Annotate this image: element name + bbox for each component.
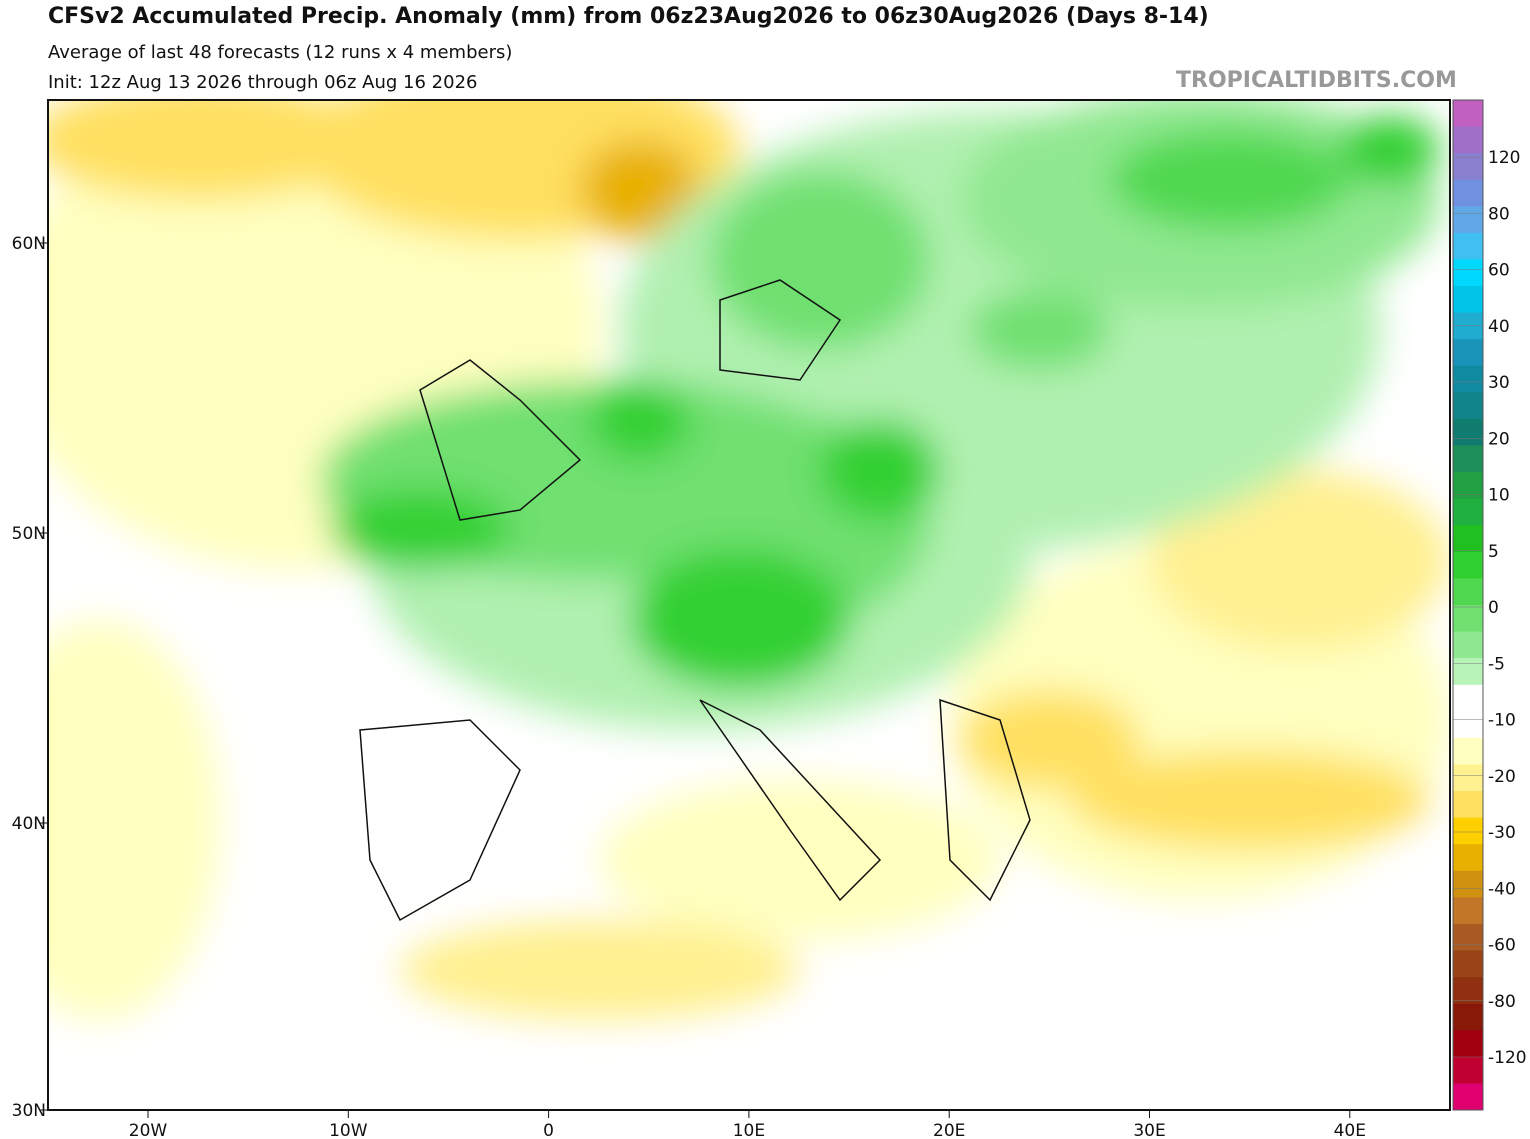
colorbar-segment: [1453, 977, 1483, 1005]
lon-label: 40E: [1334, 1121, 1366, 1139]
colorbar-segment: [1453, 206, 1483, 234]
colorbar-segment: [1453, 179, 1483, 207]
colorbar-segment: [1453, 392, 1483, 420]
title: CFSv2 Accumulated Precip. Anomaly (mm) f…: [48, 4, 1209, 29]
watermark: TROPICALTIDBITS.COM: [1176, 68, 1457, 93]
colorbar-segment: [1453, 551, 1483, 579]
colorbar-segment: [1453, 817, 1483, 845]
colorbar-label: 0: [1488, 598, 1499, 618]
colorbar-segment: [1453, 445, 1483, 473]
colorbar-segment: [1453, 259, 1483, 287]
colorbar-label: -120: [1488, 1048, 1527, 1068]
colorbar-segment: [1453, 578, 1483, 606]
colorbar-segment: [1453, 339, 1483, 367]
colorbar-label: -40: [1488, 879, 1516, 899]
colorbar-segment: [1453, 498, 1483, 526]
lon-label: 10E: [733, 1121, 765, 1139]
lon-label: 20W: [129, 1121, 168, 1139]
colorbar-label: -30: [1488, 823, 1516, 843]
init-line: Init: 12z Aug 13 2026 through 06z Aug 16…: [48, 72, 478, 93]
colorbar-segment: [1453, 418, 1483, 447]
colorbar-segment: [1453, 897, 1483, 925]
lat-label: 60N: [12, 234, 46, 254]
colorbar-label: 10: [1488, 486, 1510, 506]
colorbar-label: -10: [1488, 711, 1516, 731]
colorbar-segment: [1453, 950, 1483, 978]
colorbar-segment: [1453, 923, 1483, 952]
lon-label: 10W: [329, 1121, 368, 1139]
colorbar-segment: [1453, 312, 1483, 340]
colorbar-segment: [1453, 1083, 1483, 1111]
colorbar-label: 60: [1488, 261, 1510, 281]
colorbar-segment: [1453, 711, 1483, 739]
colorbar-segment: [1453, 100, 1483, 128]
colorbar-label: -5: [1488, 654, 1505, 674]
lon-label: 20E: [933, 1121, 965, 1139]
colorbar: 120 80 60 40 30 20 10 5 0 -5 -10 -20 -30 -40 -60 -80 -12…: [1452, 99, 1527, 1111]
colorbar-segment: [1453, 365, 1483, 393]
colorbar-segment: [1453, 232, 1483, 260]
colorbar-segment: [1453, 1030, 1483, 1058]
lat-label: 40N: [12, 814, 46, 834]
colorbar-segment: [1453, 286, 1483, 314]
colorbar-label: -60: [1488, 936, 1516, 956]
colorbar-label: -80: [1488, 992, 1516, 1012]
colorbar-segment: [1453, 791, 1483, 819]
colorbar-segment: [1453, 737, 1483, 765]
anomaly-field: [48, 100, 1450, 1110]
colorbar-segment: [1453, 472, 1483, 500]
colorbar-segment: [1453, 1056, 1483, 1084]
subtitle: Average of last 48 forecasts (12 runs x …: [48, 42, 513, 63]
lon-label: 30E: [1133, 1121, 1165, 1139]
colorbar-segment: [1453, 525, 1483, 553]
colorbar-label: 40: [1488, 317, 1510, 337]
colorbar-label: 5: [1488, 542, 1499, 562]
colorbar-segment: [1453, 870, 1483, 898]
lat-label: 30N: [12, 1101, 46, 1121]
colorbar-segment: [1453, 1003, 1483, 1031]
colorbar-frame: [1452, 99, 1484, 1111]
colorbar-label: 80: [1488, 204, 1510, 224]
colorbar-segment: [1453, 605, 1483, 633]
colorbar-label: 30: [1488, 373, 1510, 393]
colorbar-segment: [1453, 658, 1483, 686]
lat-label: 50N: [12, 524, 46, 544]
colorbar-label: 120: [1488, 148, 1520, 168]
colorbar-segment: [1453, 153, 1483, 181]
colorbar-segment: [1453, 684, 1483, 712]
colorbar-segment: [1453, 126, 1483, 154]
colorbar-label: -20: [1488, 767, 1516, 787]
colorbar-segment: [1453, 764, 1483, 792]
colorbar-label: 20: [1488, 429, 1510, 449]
colorbar-segment: [1453, 631, 1483, 659]
lon-label: 0: [543, 1121, 554, 1139]
colorbar-segment: [1453, 844, 1483, 872]
